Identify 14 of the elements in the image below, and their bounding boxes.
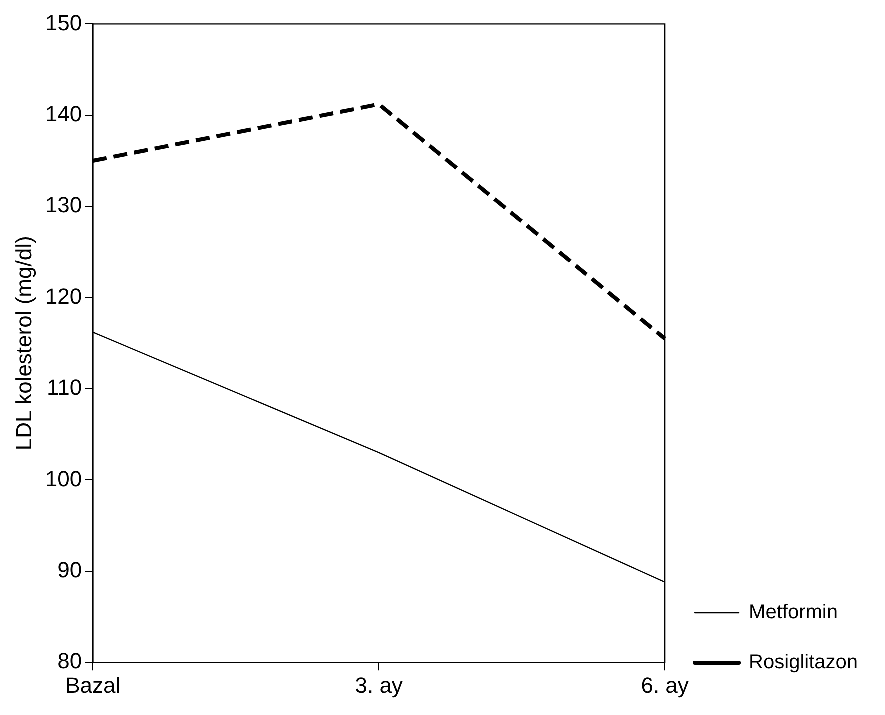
y-tick-label: 110 [47,375,82,400]
y-tick-label: 100 [45,466,82,492]
y-tick-label: 140 [45,101,82,126]
x-tick-label: Bazal [66,672,121,698]
legend-label: Metformin [749,602,838,624]
x-tick-label: 6. ay [641,672,689,698]
y-tick-label: 130 [45,192,82,218]
legend-label: Rosiglitazon [749,652,858,674]
y-tick-label: 120 [45,284,82,309]
y-axis-title: LDL kolesterol (mg/dl) [11,236,36,451]
x-tick-label: 3. ay [355,672,403,698]
y-tick-label: 90 [58,557,82,582]
y-tick-label: 150 [45,10,82,36]
y-tick-label: 80 [58,648,82,674]
